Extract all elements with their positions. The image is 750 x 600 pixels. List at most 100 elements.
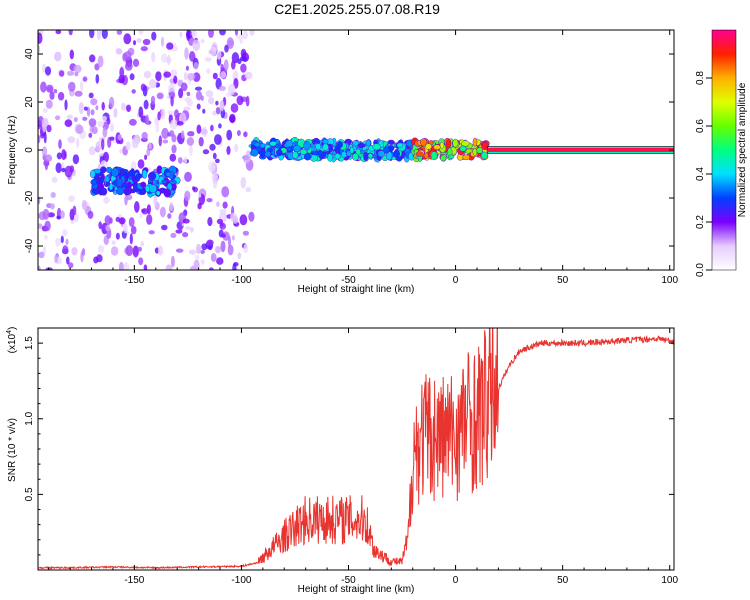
spectrogram-blob — [219, 222, 226, 230]
spectrogram-blob — [152, 80, 157, 89]
spectrogram-blob — [95, 105, 99, 111]
snr-xlabel: Height of straight line (km) — [298, 584, 415, 595]
spectrogram-blob — [229, 113, 236, 124]
spectrogram-ridge-blob — [387, 139, 395, 145]
spectrogram-blob — [169, 202, 174, 212]
spectrogram-blob — [50, 192, 56, 198]
spectrogram-blob — [187, 72, 196, 81]
spectrogram-blob — [73, 64, 82, 74]
spectrogram-blob — [142, 38, 151, 46]
spectrogram-blob — [205, 90, 214, 98]
spectrogram-blob — [212, 72, 218, 80]
spectrogram-blob — [81, 248, 86, 256]
spectrogram-ytick-label: 40 — [24, 48, 35, 60]
spectrogram-ridge-blob — [148, 171, 157, 181]
spectrogram-ridge-blob — [169, 179, 177, 185]
spectrogram-blob — [44, 220, 51, 232]
spectrogram-blob — [98, 221, 102, 230]
spectrogram-ridge-blob — [142, 169, 148, 179]
spectrogram-blob — [167, 110, 176, 115]
spectrogram-blob — [56, 152, 63, 160]
snr-series-line — [38, 328, 674, 570]
spectrogram-blob — [213, 174, 218, 180]
spectrogram-blob — [79, 80, 84, 92]
chart-title: C2E1.2025.255.07.08.R19 — [274, 1, 440, 17]
colorbar-tick-label: 0.6 — [695, 119, 706, 133]
spectrogram-blob — [126, 104, 131, 113]
spectrogram-blob — [208, 161, 216, 173]
spectrogram-blob — [132, 58, 140, 67]
spectrogram-blob — [45, 99, 53, 109]
spectrogram-ridge-blob — [430, 151, 438, 161]
spectrogram-blob — [216, 50, 222, 60]
spectrogram-ridge-blob — [135, 173, 141, 182]
spectrogram-blob — [42, 246, 47, 255]
spectrogram-ridge-blob — [481, 141, 489, 151]
spectrogram-blob — [151, 31, 157, 41]
spectrogram-ridge-blob — [461, 140, 470, 147]
spectrogram-blob — [210, 253, 217, 262]
spectrogram-blob — [111, 240, 116, 245]
spectrogram-blob — [116, 30, 123, 35]
spectrogram-blob — [81, 199, 87, 211]
spectrogram-blob — [138, 106, 144, 118]
spectrogram-blob — [74, 212, 79, 223]
spectrogram-blob — [236, 130, 241, 136]
spectrogram-blob — [212, 152, 217, 160]
spectrogram-blob — [239, 214, 248, 226]
spectrogram-blob — [107, 118, 111, 125]
spectrogram-blob — [144, 154, 148, 160]
spectrogram-blob — [153, 195, 158, 206]
spectrogram-blob — [200, 95, 204, 101]
spectrogram-blob — [146, 204, 151, 215]
spectrogram-blob — [177, 157, 183, 164]
spectrogram-blob — [215, 158, 220, 164]
spectrogram-ridge-blob — [123, 186, 133, 196]
spectrogram-blob — [138, 30, 144, 35]
spectrogram-blob — [43, 131, 47, 144]
spectrogram-blob — [67, 136, 76, 144]
spectrogram-blob — [95, 74, 100, 84]
spectrogram-blob — [143, 70, 152, 79]
spectrogram-blob — [155, 121, 160, 133]
spectrogram-blob — [151, 51, 156, 63]
spectrogram-blob — [173, 75, 178, 85]
spectrogram-ytick-label: 20 — [24, 96, 35, 108]
spectrogram-blob — [159, 206, 166, 218]
spectrogram-ridge-blob — [372, 143, 381, 151]
spectrogram-blob — [89, 54, 96, 63]
spectrogram-ytick-label: -40 — [24, 238, 35, 253]
spectrogram-blob — [178, 88, 184, 99]
spectrogram-blob — [109, 136, 115, 141]
spectrogram-blob — [184, 225, 191, 231]
spectrogram-blob — [218, 123, 222, 129]
spectrogram-blob — [169, 69, 178, 78]
spectrogram-blob — [88, 146, 96, 156]
spectrogram-blob — [175, 248, 184, 253]
spectrogram-blob — [61, 167, 66, 173]
spectrogram-ridge-blob — [382, 146, 390, 154]
spectrogram-ridge-blob — [423, 152, 429, 159]
spectrogram-blob — [220, 63, 224, 72]
spectrogram-blob — [191, 30, 197, 37]
colorbar-gradient — [711, 29, 737, 271]
spectrogram-blob — [186, 91, 191, 97]
spectrogram-blob — [209, 143, 216, 151]
spectrogram-blob — [222, 201, 228, 209]
spectrogram-blob — [125, 141, 131, 151]
spectrogram-blob — [46, 84, 54, 93]
spectrogram-blob — [140, 241, 145, 247]
spectrogram-blob — [90, 109, 95, 116]
spectrogram-blob — [78, 102, 84, 114]
spectrogram-blob — [90, 98, 98, 106]
spectrogram-blob — [174, 109, 179, 119]
colorbar-tick-label: 0.0 — [695, 263, 706, 277]
spectrogram-blob — [49, 203, 55, 210]
spectrogram-blob — [118, 74, 125, 84]
spectrogram-blob — [228, 83, 236, 96]
spectrogram-ridge-blob — [415, 151, 424, 157]
spectrogram-blob — [124, 62, 133, 71]
spectrogram-blob — [161, 127, 169, 139]
snr-xtick-label: -50 — [341, 575, 356, 586]
spectrogram-blob — [200, 259, 205, 265]
